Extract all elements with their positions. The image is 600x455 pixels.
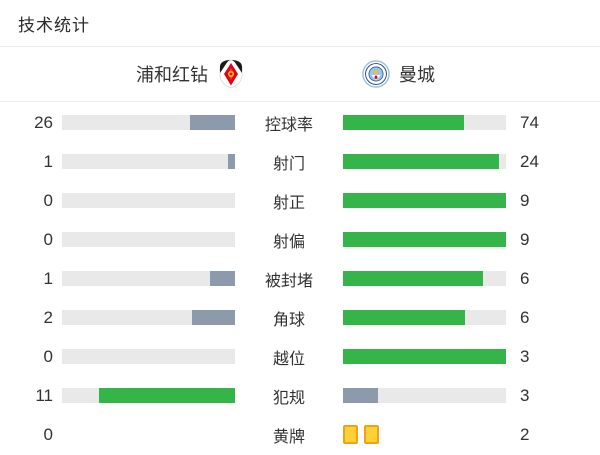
home-bar [62, 271, 235, 286]
stat-label: 控球率 [264, 116, 313, 134]
away-value: 9 [520, 229, 530, 249]
away-value: 74 [520, 112, 539, 132]
away-bar-fill [343, 232, 506, 247]
home-value: 0 [43, 346, 53, 366]
yellow-cards [343, 425, 379, 445]
away-bar-fill [343, 310, 466, 325]
away-value: 6 [520, 268, 530, 288]
away-bar [343, 193, 506, 208]
team-home: 浦和红钻 [0, 47, 300, 101]
manchester-city-logo [362, 59, 390, 89]
away-value: 3 [520, 385, 530, 405]
stat-row: 26 控球率 74 [0, 103, 600, 142]
stat-label: 黄牌 [272, 428, 305, 446]
home-value: 11 [35, 385, 53, 405]
home-bar [62, 193, 235, 208]
home-bar [62, 388, 235, 403]
team-header: 浦和红钻 [0, 47, 600, 102]
urawa-red-diamonds-logo [217, 59, 245, 89]
away-bar [343, 115, 506, 130]
stat-label: 射门 [272, 155, 305, 173]
away-bar-fill [343, 154, 500, 169]
home-bar [62, 154, 235, 169]
team-away: 曼城 [300, 47, 600, 101]
stat-row: 0 射正 9 [0, 181, 600, 220]
away-value: 24 [520, 151, 539, 171]
home-bar-fill [228, 154, 235, 169]
home-bar [62, 232, 235, 247]
stat-label: 越位 [272, 350, 305, 368]
away-bar-fill [343, 115, 464, 130]
home-bar [62, 427, 235, 442]
stat-row: 1 射门 24 [0, 142, 600, 181]
home-bar [62, 349, 235, 364]
away-bar-fill [343, 349, 506, 364]
away-bar [343, 349, 506, 364]
stat-label: 角球 [272, 311, 305, 329]
stat-label: 射偏 [272, 233, 305, 251]
away-bar-fill [343, 271, 483, 286]
away-value: 3 [520, 346, 530, 366]
home-value: 0 [43, 190, 53, 210]
home-bar [62, 310, 235, 325]
home-value: 0 [43, 424, 53, 444]
stat-row: 0 越位 3 [0, 337, 600, 376]
away-bar-fill [343, 388, 378, 403]
away-bar [343, 310, 506, 325]
away-bar [343, 154, 506, 169]
home-value: 1 [43, 151, 53, 171]
stat-label: 被封堵 [264, 272, 313, 290]
away-bar [343, 388, 506, 403]
home-value: 2 [43, 307, 53, 327]
away-bar-fill [343, 193, 506, 208]
stat-row: 0 黄牌 2 [0, 415, 600, 454]
stat-row: 1 被封堵 6 [0, 259, 600, 298]
home-bar-fill [210, 271, 235, 286]
away-value: 9 [520, 190, 530, 210]
stat-row: 11 犯规 3 [0, 376, 600, 415]
home-bar-fill [99, 388, 235, 403]
team-home-name: 浦和红钻 [136, 65, 208, 85]
away-bar [343, 271, 506, 286]
team-away-name: 曼城 [399, 65, 435, 85]
home-bar-fill [190, 115, 235, 130]
yellow-card-icon [343, 425, 358, 444]
away-bar [343, 232, 506, 247]
page-title: 技术统计 [18, 15, 90, 35]
stat-row: 2 角球 6 [0, 298, 600, 337]
away-value: 6 [520, 307, 530, 327]
home-value: 1 [43, 268, 53, 288]
home-value: 0 [43, 229, 53, 249]
home-value: 26 [34, 112, 53, 132]
title-bar: 技术统计 [0, 0, 600, 47]
away-value: 2 [520, 424, 530, 444]
stats-rows: 26 控球率 74 1 射门 24 0 射正 9 0 射偏 9 [0, 102, 600, 454]
stat-row: 0 射偏 9 [0, 220, 600, 259]
away-bar [343, 425, 506, 445]
home-bar [62, 115, 235, 130]
yellow-card-icon [364, 425, 379, 444]
stat-label: 犯规 [272, 389, 305, 407]
home-bar-fill [191, 310, 235, 325]
stat-label: 射正 [272, 194, 305, 212]
